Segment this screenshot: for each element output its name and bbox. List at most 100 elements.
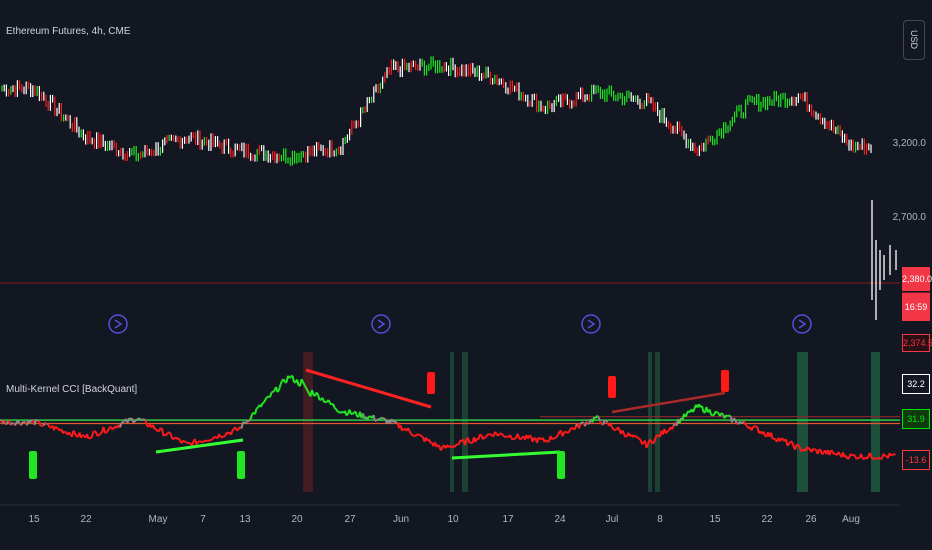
- x-axis-label: 15: [709, 514, 721, 525]
- cci-line-segment: [733, 417, 736, 420]
- cci-line-segment: [537, 436, 541, 440]
- cci-line-segment: [770, 432, 774, 439]
- cci-line-segment: [88, 436, 91, 440]
- cci-line-segment: [603, 419, 607, 422]
- cci-line-segment: [613, 428, 616, 432]
- cci-line-segment: [731, 418, 735, 423]
- cci-line-segment: [302, 381, 306, 386]
- cci-line-segment: [98, 432, 102, 436]
- cci-line-segment: [296, 379, 300, 386]
- cci-line-segment: [144, 420, 148, 426]
- cci-line-segment: [231, 427, 235, 432]
- cci-line-segment: [271, 390, 274, 394]
- cci-line-segment: [500, 432, 504, 436]
- cci-line-segment: [849, 453, 853, 457]
- cci-line-segment: [338, 411, 341, 414]
- bear-signal-marker: [427, 372, 435, 394]
- cci-line-segment: [321, 397, 325, 403]
- cci-line-segment: [354, 411, 358, 417]
- cci-line-segment: [138, 417, 142, 421]
- cci-line-segment: [654, 434, 658, 439]
- x-axis-label: 17: [502, 514, 514, 525]
- bull-signal-marker: [29, 451, 37, 479]
- cci-line-segment: [561, 432, 565, 437]
- cci-line-segment: [692, 408, 696, 413]
- cci-line-segment: [880, 457, 883, 461]
- cci-line-segment: [489, 433, 493, 437]
- cci-line-segment: [554, 436, 558, 440]
- cci-line-segment: [140, 418, 143, 422]
- cci-line-segment: [165, 432, 169, 436]
- cci-line-segment: [837, 451, 841, 456]
- cci-line-segment: [667, 429, 670, 433]
- signal-arrow-icon: [371, 314, 391, 334]
- cci-line-segment: [90, 432, 94, 439]
- cci-line-segment: [11, 421, 14, 425]
- cci-line-segment: [812, 447, 816, 451]
- cci-line-segment: [339, 410, 343, 414]
- cci-line-segment: [20, 421, 24, 426]
- cci-line-segment: [635, 435, 638, 439]
- cci-line-segment: [734, 418, 738, 424]
- cci-line-segment: [779, 437, 783, 442]
- cci-line-segment: [306, 390, 310, 394]
- bull-divergence-line: [451, 450, 561, 460]
- cci-line-segment: [333, 406, 337, 410]
- cci-line-segment: [261, 401, 265, 405]
- cci-line-segment: [440, 446, 444, 451]
- last-price-tag: 2,380.0: [902, 267, 932, 291]
- cci-line-segment: [54, 425, 58, 429]
- cci-line-segment: [263, 399, 267, 403]
- cci-line-segment: [168, 431, 172, 436]
- signal-zone: [450, 352, 454, 492]
- cci-line-segment: [132, 420, 136, 424]
- cci-line-segment: [99, 431, 103, 435]
- bull-divergence-line: [155, 438, 244, 454]
- cci-line-segment: [420, 435, 424, 438]
- cci-line-segment: [335, 408, 339, 412]
- cci-line-segment: [798, 446, 802, 452]
- cci-line-segment: [155, 428, 159, 432]
- cci-line-segment: [893, 453, 896, 456]
- cci-line-segment: [830, 449, 834, 453]
- cci-line-segment: [869, 452, 873, 458]
- cci-line-segment: [636, 436, 640, 440]
- cci-line-segment: [555, 434, 559, 438]
- cci-line-segment: [128, 417, 132, 421]
- currency-button[interactable]: USD: [903, 20, 925, 60]
- cci-line-segment: [720, 412, 724, 416]
- cci-line-segment: [614, 428, 617, 432]
- cci-line-segment: [152, 424, 156, 430]
- cci-line-segment: [212, 436, 216, 440]
- cci-line-segment: [786, 443, 790, 447]
- cci-line-segment: [510, 437, 514, 441]
- cci-line-segment: [242, 421, 246, 424]
- cci-line-segment: [773, 437, 777, 441]
- cci-line-segment: [877, 456, 880, 460]
- cci-line-segment: [375, 418, 379, 422]
- cci-line-segment: [519, 437, 523, 441]
- cci-line-segment: [120, 420, 124, 424]
- cci-line-segment: [305, 387, 309, 392]
- cci-line-segment: [63, 430, 67, 434]
- cci-line-segment: [62, 430, 66, 435]
- cci-line-segment: [366, 415, 370, 420]
- cci-line-segment: [808, 447, 811, 451]
- cci-line-segment: [567, 429, 571, 434]
- cci-line-segment: [459, 439, 463, 443]
- cci-line-segment: [378, 417, 382, 421]
- signal-arrow-icon: [581, 314, 601, 334]
- x-axis-label: Jul: [605, 514, 619, 525]
- cci-line-segment: [649, 438, 652, 442]
- cci-line-segment: [134, 418, 138, 422]
- bear-divergence-line: [611, 391, 726, 414]
- cci-line-segment: [282, 378, 286, 383]
- signal-zone: [462, 352, 468, 492]
- cci-line-segment: [551, 437, 555, 441]
- cci-line-segment: [890, 453, 894, 457]
- cci-line-segment: [200, 440, 204, 444]
- signal-zone: [648, 352, 652, 492]
- signal-arrow-icon: [798, 319, 807, 329]
- cci-line-segment: [531, 437, 535, 443]
